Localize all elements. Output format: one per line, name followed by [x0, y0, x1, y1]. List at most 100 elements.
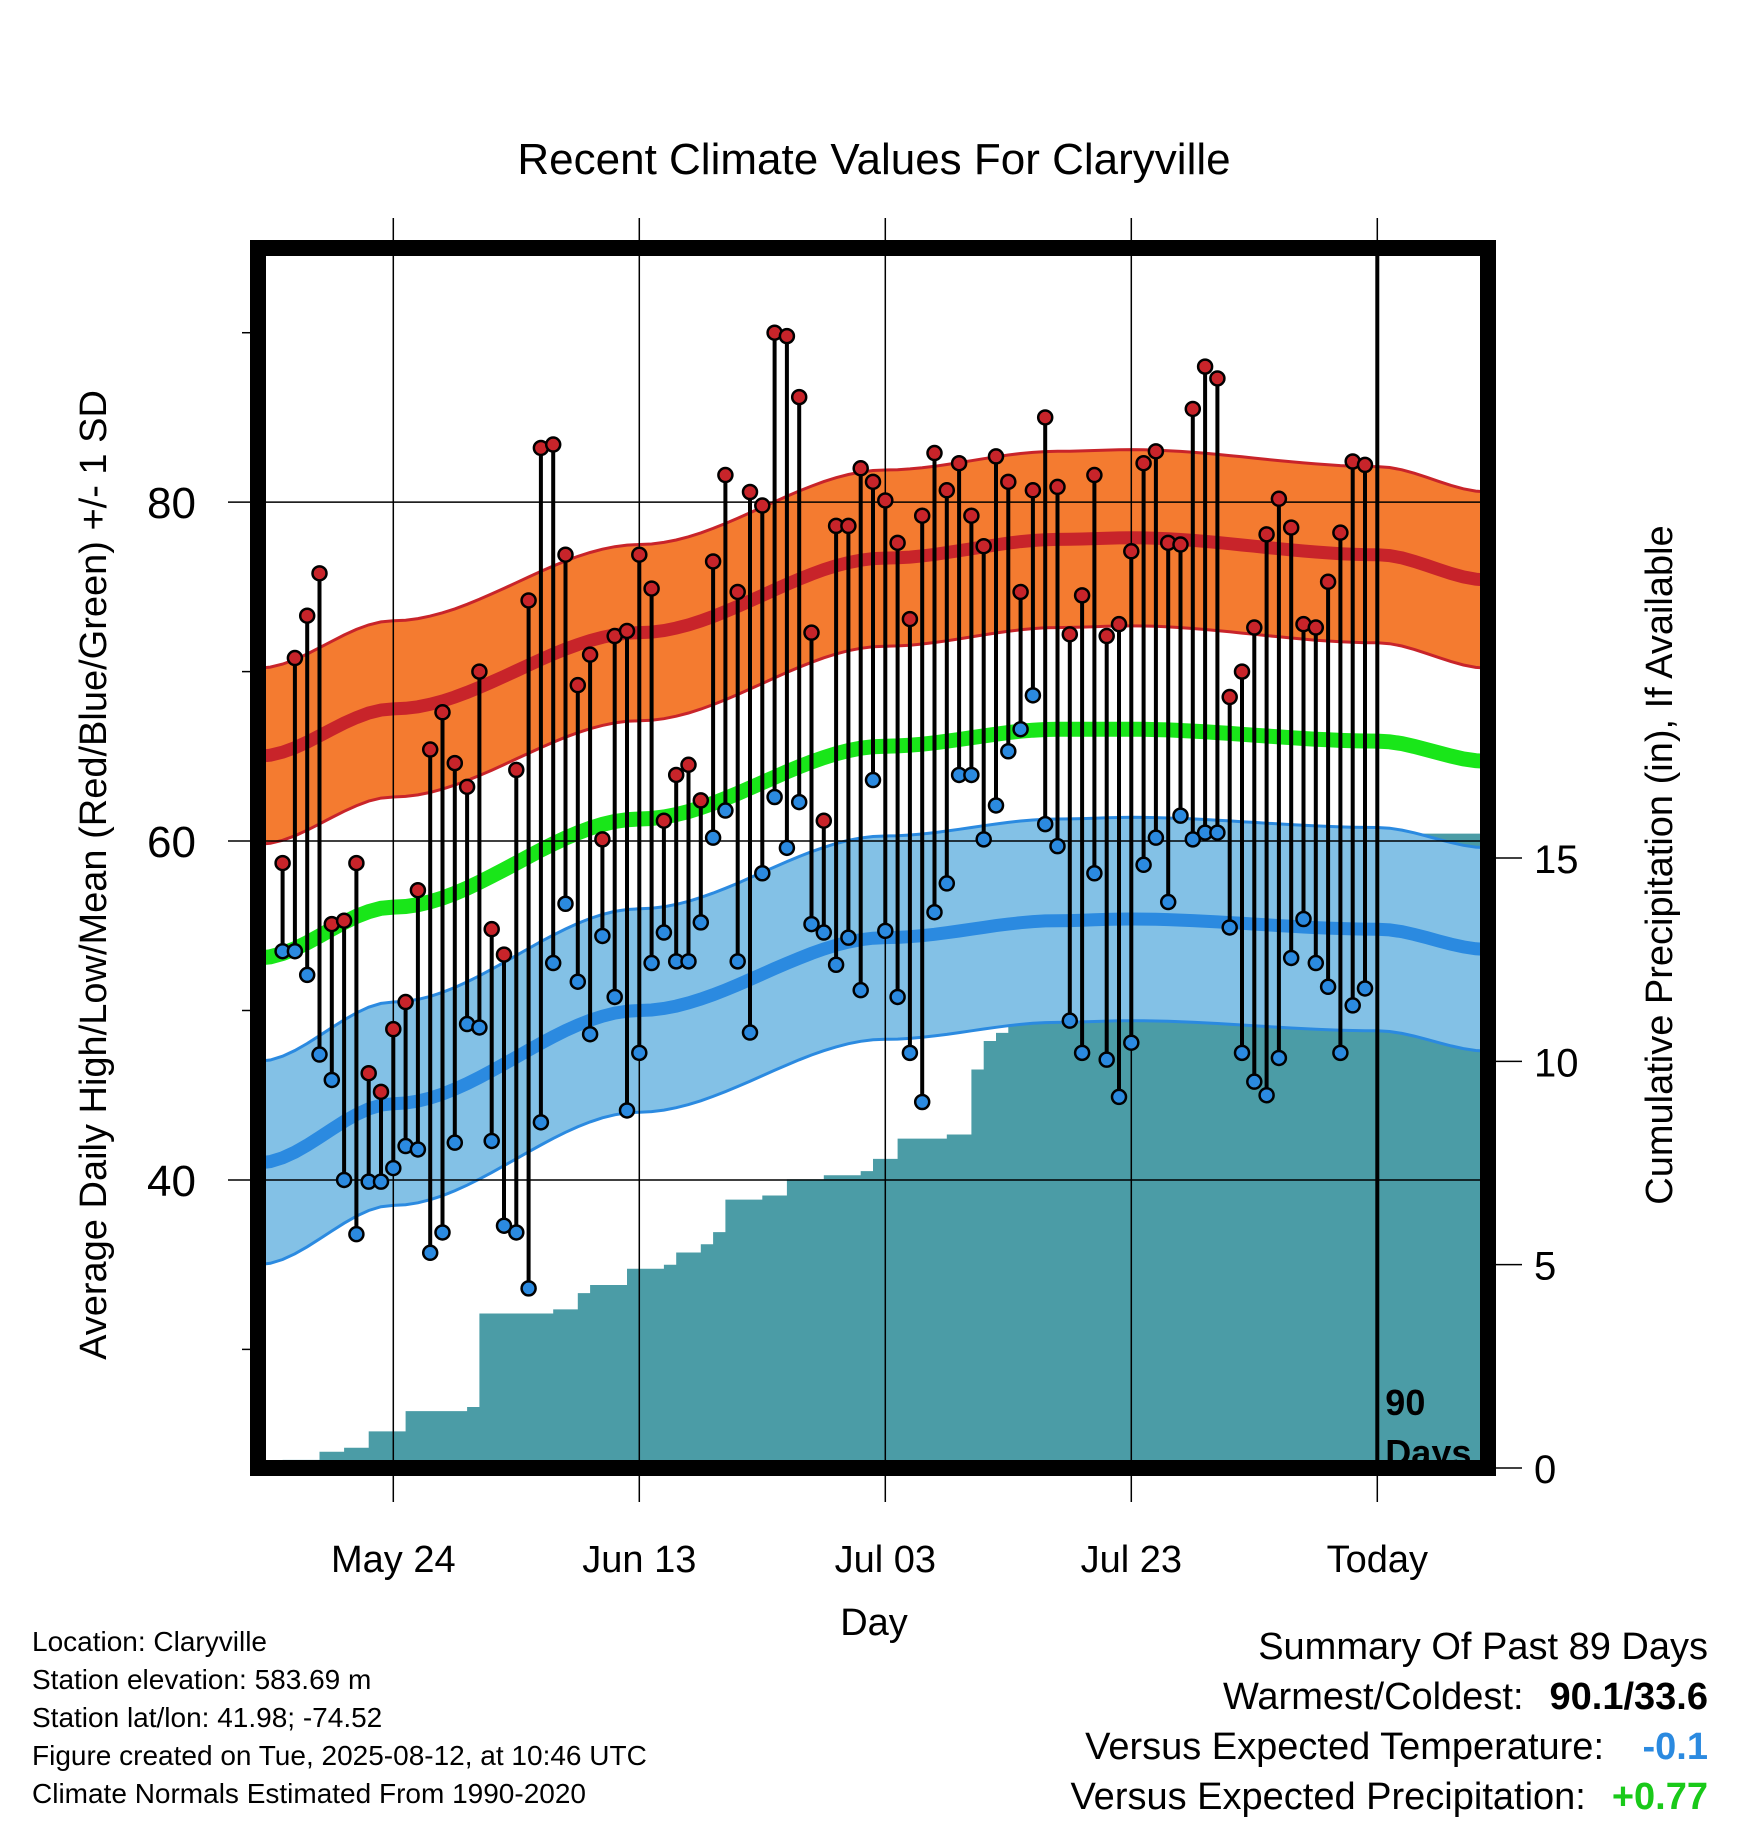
daily-high-point [372, 1083, 390, 1101]
daily-low-point [1086, 865, 1103, 882]
daily-low-point [840, 929, 857, 946]
daily-high-point [840, 517, 857, 535]
y-tick-label: 40 [147, 1157, 196, 1206]
daily-high-point [1012, 583, 1029, 601]
daily-high-point [335, 912, 353, 929]
daily-high-point [618, 622, 636, 640]
daily-high-point [643, 580, 660, 597]
daily-high-point [655, 812, 673, 829]
daily-low-point [1221, 919, 1238, 936]
daily-low-point [618, 1102, 636, 1119]
daily-low-point [1098, 1051, 1115, 1068]
daily-high-point [1172, 536, 1189, 553]
y-tick-label: 60 [147, 818, 196, 867]
daily-high-point [1356, 456, 1374, 474]
daily-low-point [495, 1217, 513, 1234]
daily-high-point [938, 482, 956, 499]
daily-low-point [1258, 1086, 1275, 1104]
daily-high-point [458, 778, 476, 796]
daily-high-point [360, 1064, 377, 1082]
daily-high-point [520, 592, 537, 609]
daily-low-point [1319, 978, 1337, 996]
daily-low-point [987, 797, 1005, 814]
daily-low-point [348, 1225, 365, 1243]
daily-high-point [1135, 454, 1152, 472]
x-tick-label: Jun 13 [582, 1539, 696, 1581]
daily-high-point [594, 831, 611, 848]
daily-low-point [1270, 1049, 1288, 1067]
daily-high-point [1270, 490, 1288, 508]
daily-high-point [729, 583, 746, 601]
daily-low-point [643, 954, 660, 972]
daily-high-point [815, 812, 833, 829]
daily-low-point [1012, 720, 1029, 738]
today-days-label: 90 [1385, 1382, 1425, 1423]
daily-high-point [569, 676, 587, 694]
daily-low-point [815, 924, 833, 941]
daily-low-point [1135, 856, 1152, 874]
daily-high-point [1110, 615, 1128, 633]
daily-high-point [1332, 524, 1349, 541]
daily-low-point [1036, 815, 1054, 833]
daily-low-point [446, 1134, 464, 1151]
daily-low-point [594, 927, 611, 945]
daily-low-point [754, 865, 771, 882]
daily-high-point [1049, 478, 1066, 496]
daily-high-point [901, 610, 919, 628]
daily-high-point [950, 454, 968, 472]
daily-high-point [963, 507, 980, 524]
daily-high-point [1209, 370, 1226, 387]
summary-panel: Summary Of Past 89 Days Warmest/Coldest:… [1070, 1622, 1708, 1822]
daily-low-point [766, 788, 783, 806]
daily-high-point [311, 565, 328, 582]
daily-low-point [655, 924, 673, 941]
daily-low-point [1049, 837, 1066, 855]
daily-high-point [495, 946, 513, 963]
x-axis-label: Day [840, 1602, 908, 1644]
daily-high-point [889, 534, 906, 552]
daily-high-point [1246, 619, 1263, 636]
daily-high-point [274, 854, 291, 872]
y2-axis-label: Cumulative Precipitation (in), If Availa… [1639, 525, 1681, 1204]
figure-created: Figure created on Tue, 2025-08-12, at 10… [32, 1740, 647, 1771]
y2-tick-label: 15 [1534, 838, 1579, 882]
daily-low-point [1147, 829, 1165, 846]
daily-low-point [963, 766, 980, 784]
daily-low-point [434, 1224, 451, 1241]
daily-low-point [741, 1024, 759, 1041]
daily-low-point [889, 988, 906, 1006]
daily-high-point [877, 492, 894, 509]
daily-high-point [741, 483, 759, 501]
daily-low-point [520, 1280, 537, 1297]
summary-precip: Versus Expected Precipitation: +0.77 [1070, 1772, 1708, 1822]
x-tick-label: Jul 23 [1081, 1539, 1182, 1581]
daily-low-point [1184, 831, 1202, 848]
daily-high-point [508, 761, 525, 779]
daily-high-point [926, 444, 943, 462]
daily-low-point [298, 966, 316, 984]
daily-low-point [778, 839, 796, 857]
daily-low-point [1159, 893, 1177, 911]
daily-low-point [385, 1159, 402, 1177]
station-latlon: Station lat/lon: 41.98; -74.52 [32, 1702, 383, 1733]
daily-low-point [1356, 980, 1374, 997]
daily-high-point [471, 663, 488, 680]
daily-high-point [631, 546, 648, 563]
precip-anomaly-label: Versus Expected Precipitation: [1070, 1776, 1586, 1818]
daily-low-point [1061, 1012, 1079, 1029]
daily-low-point [532, 1114, 550, 1131]
daily-high-point [557, 546, 574, 563]
y2-tick-label: 10 [1534, 1041, 1579, 1085]
daily-high-point [1282, 519, 1300, 536]
daily-high-point [1123, 543, 1140, 560]
daily-low-point [421, 1244, 439, 1262]
daily-high-point [1319, 573, 1337, 591]
daily-high-point [421, 741, 439, 758]
daily-high-point [397, 993, 414, 1011]
daily-high-point [298, 607, 316, 624]
daily-high-point [680, 756, 697, 774]
daily-low-point [569, 973, 587, 990]
daily-low-point [680, 953, 697, 970]
daily-high-point [913, 507, 931, 524]
daily-high-point [348, 854, 365, 872]
